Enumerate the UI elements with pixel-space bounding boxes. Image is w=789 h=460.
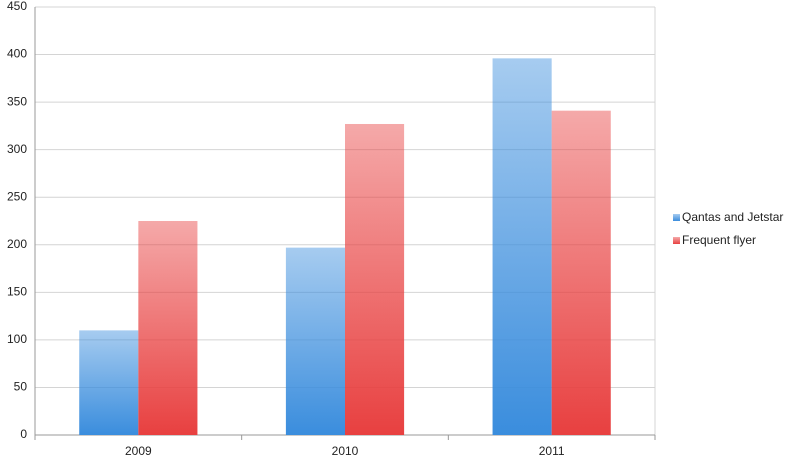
y-tick-label: 0 [20,427,27,441]
legend-label: Qantas and Jetstar [682,210,783,224]
x-tick-label: 2010 [332,444,359,458]
y-tick-label: 400 [7,47,27,61]
y-tick-label: 200 [7,237,27,251]
y-tick-label: 100 [7,332,27,346]
y-tick-label: 250 [7,189,27,203]
x-tick-label: 2011 [539,444,565,458]
bar [138,221,198,435]
bar [551,110,611,435]
legend-label: Frequent flyer [682,233,756,247]
y-tick-label: 450 [7,0,27,13]
bar [492,58,552,436]
y-tick-label: 50 [14,380,28,394]
y-tick-label: 350 [7,94,27,108]
y-tick-label: 150 [7,285,27,299]
x-tick-label: 2009 [125,444,152,458]
bar [79,330,139,435]
y-tick-label: 300 [7,142,27,156]
legend-swatch [673,237,680,244]
legend-swatch [673,214,680,221]
bar [285,247,345,435]
bar [345,123,405,435]
